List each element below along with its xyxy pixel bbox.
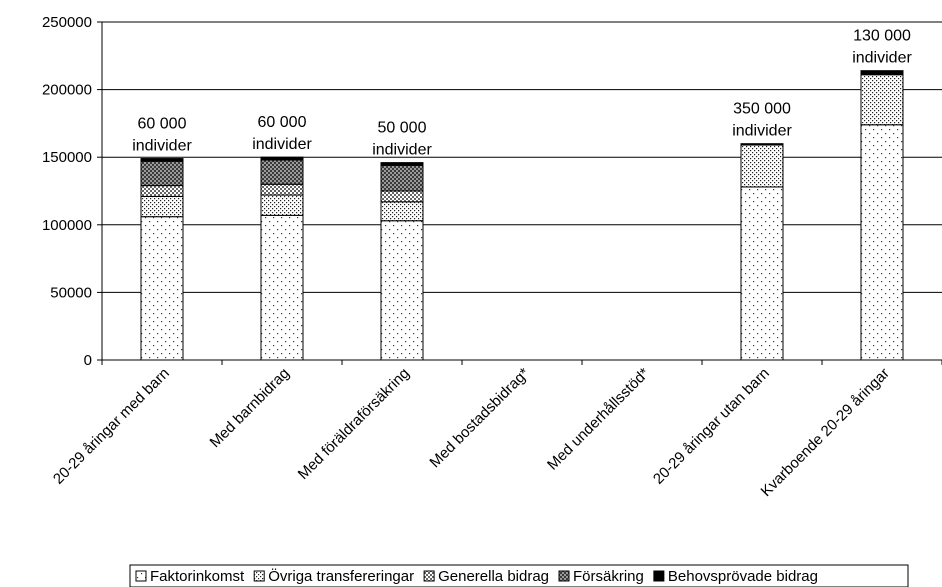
y-tick-label: 250000 [42, 14, 92, 31]
bar-segment [140, 158, 184, 162]
bar-segment [380, 190, 424, 203]
bar-segment [740, 186, 784, 361]
legend-swatch [253, 570, 265, 582]
bar-annotation: individer [372, 142, 432, 159]
gridlines [102, 21, 942, 293]
bar-annotation: 60 000 [258, 114, 307, 131]
bar-segment [380, 220, 424, 361]
x-category-label: 20-29 åringar utan barn [650, 365, 773, 488]
bar-segment [260, 194, 304, 216]
bar-annotation: individer [132, 138, 192, 155]
bar-segment [140, 185, 184, 197]
y-tick-labels: 0 50000 100000 150000 200000 250000 [42, 14, 92, 369]
x-category-labels: 20-29 åringar med barn Med barnbidrag Med … [50, 365, 893, 500]
bar-annotation: individer [252, 136, 312, 153]
bar-annotation: 60 000 [138, 116, 187, 133]
legend: Faktorinkomst Övriga transfereringar Gener… [129, 564, 909, 587]
legend-swatch [558, 570, 570, 582]
x-category-label: Med barnbidrag [207, 365, 293, 451]
bar-annotation: individer [852, 50, 912, 67]
bar-segment [740, 144, 784, 188]
legend-swatch [653, 570, 665, 582]
axes [97, 21, 942, 365]
bar-annotations: 60 000 individer 60 000 individer 50 000 indi… [132, 28, 912, 159]
bar-segment [140, 216, 184, 361]
legend-swatch [135, 570, 147, 582]
bar-annotation: 350 000 [733, 101, 791, 118]
bar-segment [140, 160, 184, 187]
legend-entry: Faktorinkomst [150, 568, 245, 585]
bar-segment [380, 201, 424, 222]
y-tick-label: 0 [84, 352, 92, 369]
y-tick-label: 200000 [42, 82, 92, 99]
legend-swatch [423, 570, 435, 582]
bar-segment [140, 195, 184, 218]
y-tick-label: 150000 [42, 149, 92, 166]
bar-segment [260, 159, 304, 185]
bar-annotation: 50 000 [378, 120, 427, 137]
x-category-label: Kvarboende 20-29 åringar [758, 365, 893, 500]
legend-entry: Övriga transfereringar [268, 567, 414, 585]
y-tick-label: 50000 [50, 284, 92, 301]
bar-segment [260, 214, 304, 361]
legend-entry: Försäkring [573, 568, 644, 585]
bar-segment [740, 143, 784, 146]
y-tick-label: 100000 [42, 217, 92, 234]
x-category-label: 20-29 åringar med barn [50, 365, 173, 488]
legend-box [129, 564, 909, 587]
bar-segment [860, 70, 904, 76]
bar-segment [380, 164, 424, 192]
x-category-label: Med underhållsstöd* [544, 365, 653, 474]
bar-segment [860, 74, 904, 126]
legend-entry: Generella bidrag [438, 568, 549, 585]
bar-segment [860, 124, 904, 361]
bar-annotation: individer [732, 123, 792, 140]
x-category-label: Med föräldraförsäkring [295, 365, 413, 483]
bars [140, 70, 904, 361]
bar-segment [260, 156, 304, 161]
bar-segment [260, 183, 304, 196]
bar-annotation: 130 000 [853, 28, 911, 45]
x-category-label: Med bostadsbidrag* [426, 365, 532, 471]
bar-segment [380, 162, 424, 166]
legend-entry: Behovsprövade bidrag [668, 568, 818, 585]
